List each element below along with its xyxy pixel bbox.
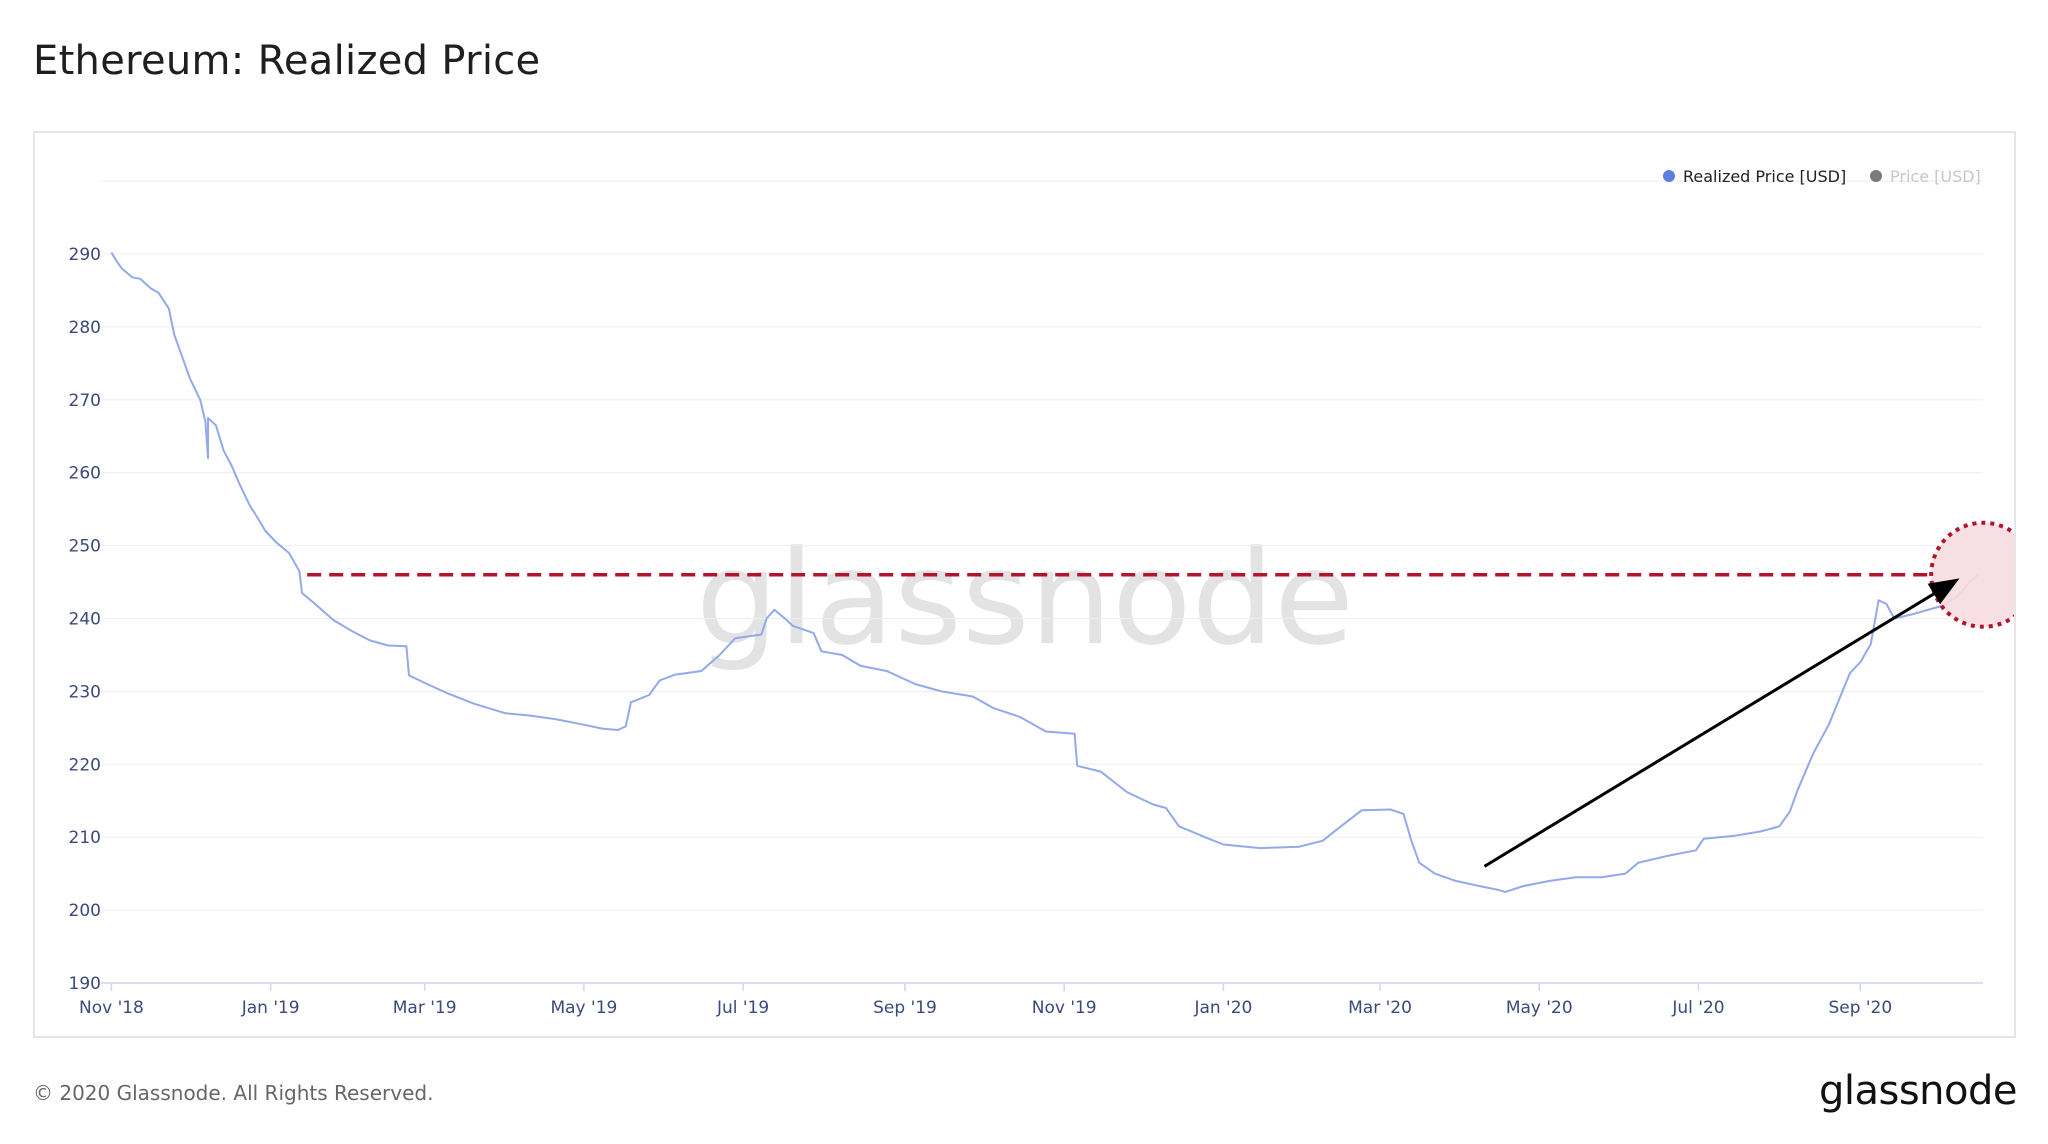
chart-panel: glassnode 190 200 210 220 230 240 250 260 270 280…: [33, 131, 2016, 1038]
legend-dot-price: [1870, 170, 1882, 182]
legend: Realized Price [USD] Price [USD]: [1663, 167, 1981, 186]
x-tick-label: Jul '20: [1671, 998, 1724, 1018]
y-tick-label: 290: [69, 245, 101, 265]
x-tick-label: May '19: [550, 998, 617, 1018]
page-title: Ethereum: Realized Price: [33, 38, 541, 84]
x-tick-label: Mar '19: [393, 998, 457, 1018]
y-tick-label: 250: [69, 537, 101, 557]
x-tick-label: Jul '19: [716, 998, 769, 1018]
x-tick-label: Nov '18: [79, 998, 144, 1018]
y-tick-label: 210: [69, 828, 101, 848]
series-line-realized-price: [110, 251, 1979, 893]
x-tick-label: May '20: [1506, 998, 1573, 1018]
x-tick-label: Jan '20: [1193, 998, 1252, 1018]
x-tick-label: Nov '19: [1032, 998, 1097, 1018]
y-tick-label: 200: [69, 901, 101, 921]
highlight-circle: [1929, 520, 2014, 629]
x-tick-label: Sep '19: [873, 998, 937, 1018]
y-tick-label: 280: [69, 318, 101, 338]
grid: [101, 180, 1983, 984]
annotations: [307, 520, 2014, 868]
legend-label-price: Price [USD]: [1890, 167, 1981, 186]
x-tick-label: Jan '19: [241, 998, 300, 1018]
trend-arrow-line: [1483, 589, 1941, 868]
legend-dot-realized-price: [1663, 170, 1675, 182]
y-tick-label: 270: [69, 391, 101, 411]
x-tick-label: Sep '20: [1828, 998, 1892, 1018]
x-tick-label: Mar '20: [1348, 998, 1412, 1018]
legend-label-realized-price: Realized Price [USD]: [1683, 167, 1846, 186]
trend-arrow-head-icon: [1927, 578, 1960, 605]
y-tick-label: 220: [69, 755, 101, 775]
brand-logo: glassnode: [1818, 1068, 2018, 1114]
x-axis: Nov '18 Jan '19 Mar '19 May '19 Jul '19 Sep '…: [79, 983, 1892, 1018]
y-tick-label: 240: [69, 610, 101, 630]
copyright-footer: © 2020 Glassnode. All Rights Reserved.: [33, 1081, 434, 1105]
series-layer: [110, 251, 1979, 893]
y-tick-label: 230: [69, 682, 101, 702]
y-axis: 190 200 210 220 230 240 250 260 270 280 290: [69, 245, 101, 994]
y-tick-label: 260: [69, 464, 101, 484]
y-tick-label: 190: [69, 974, 101, 994]
watermark-text: glassnode: [696, 522, 1354, 674]
line-chart: glassnode 190 200 210 220 230 240 250 260 270 280…: [69, 167, 2014, 1018]
